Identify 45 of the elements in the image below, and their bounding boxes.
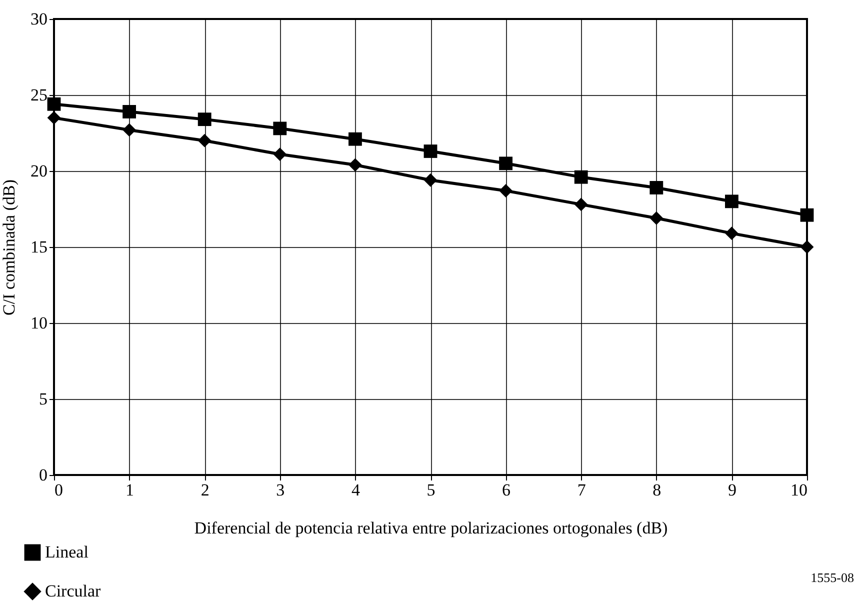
text: 1555-08 — [810, 570, 854, 586]
y-tick-label: 20 — [30, 162, 48, 180]
point — [499, 184, 513, 198]
x-tick-label: 10 — [790, 480, 808, 500]
y-tick-label: 30 — [30, 10, 48, 28]
y-tick-label: 5 — [39, 390, 48, 408]
point — [499, 156, 513, 170]
y-tick-label: 15 — [30, 238, 48, 256]
point — [800, 240, 814, 254]
x-tick-label: 3 — [276, 480, 285, 500]
point — [273, 122, 287, 136]
x-tick-label: 2 — [200, 480, 210, 500]
point — [574, 170, 588, 184]
point — [198, 112, 212, 126]
x-tick-label: 0 — [54, 480, 63, 500]
point — [47, 111, 61, 125]
y-axis-title: C/I combinada (dB) — [0, 180, 18, 316]
point — [273, 148, 287, 161]
x-tick-label: 7 — [577, 480, 586, 500]
y-tick-label: 0 — [39, 466, 48, 484]
point — [424, 173, 438, 187]
x-tick-label: 6 — [502, 480, 511, 500]
x-tick-label: 9 — [728, 480, 736, 500]
x-axis-title: Diferencial de potencia relativa entre polarizaciones ortogonales (dB) — [194, 518, 668, 538]
point — [122, 105, 136, 118]
point — [424, 144, 438, 158]
point — [348, 132, 362, 146]
x-tick-label: 5 — [426, 480, 436, 500]
x-tick-label: 1 — [126, 480, 134, 500]
point — [122, 123, 136, 137]
x-tick-label: 4 — [351, 480, 360, 500]
x-tick-label: 8 — [652, 480, 662, 500]
point — [724, 226, 738, 240]
legend-label: Lineal — [45, 542, 89, 562]
y-tick-label: 10 — [30, 314, 48, 332]
point — [198, 134, 212, 148]
point — [724, 194, 738, 208]
point — [650, 211, 664, 225]
point — [800, 208, 814, 222]
point — [650, 181, 664, 194]
legend-label: Circular — [45, 582, 102, 600]
point — [574, 198, 588, 212]
y-tick-label: 25 — [30, 86, 48, 104]
point — [348, 158, 362, 172]
point — [47, 97, 61, 111]
